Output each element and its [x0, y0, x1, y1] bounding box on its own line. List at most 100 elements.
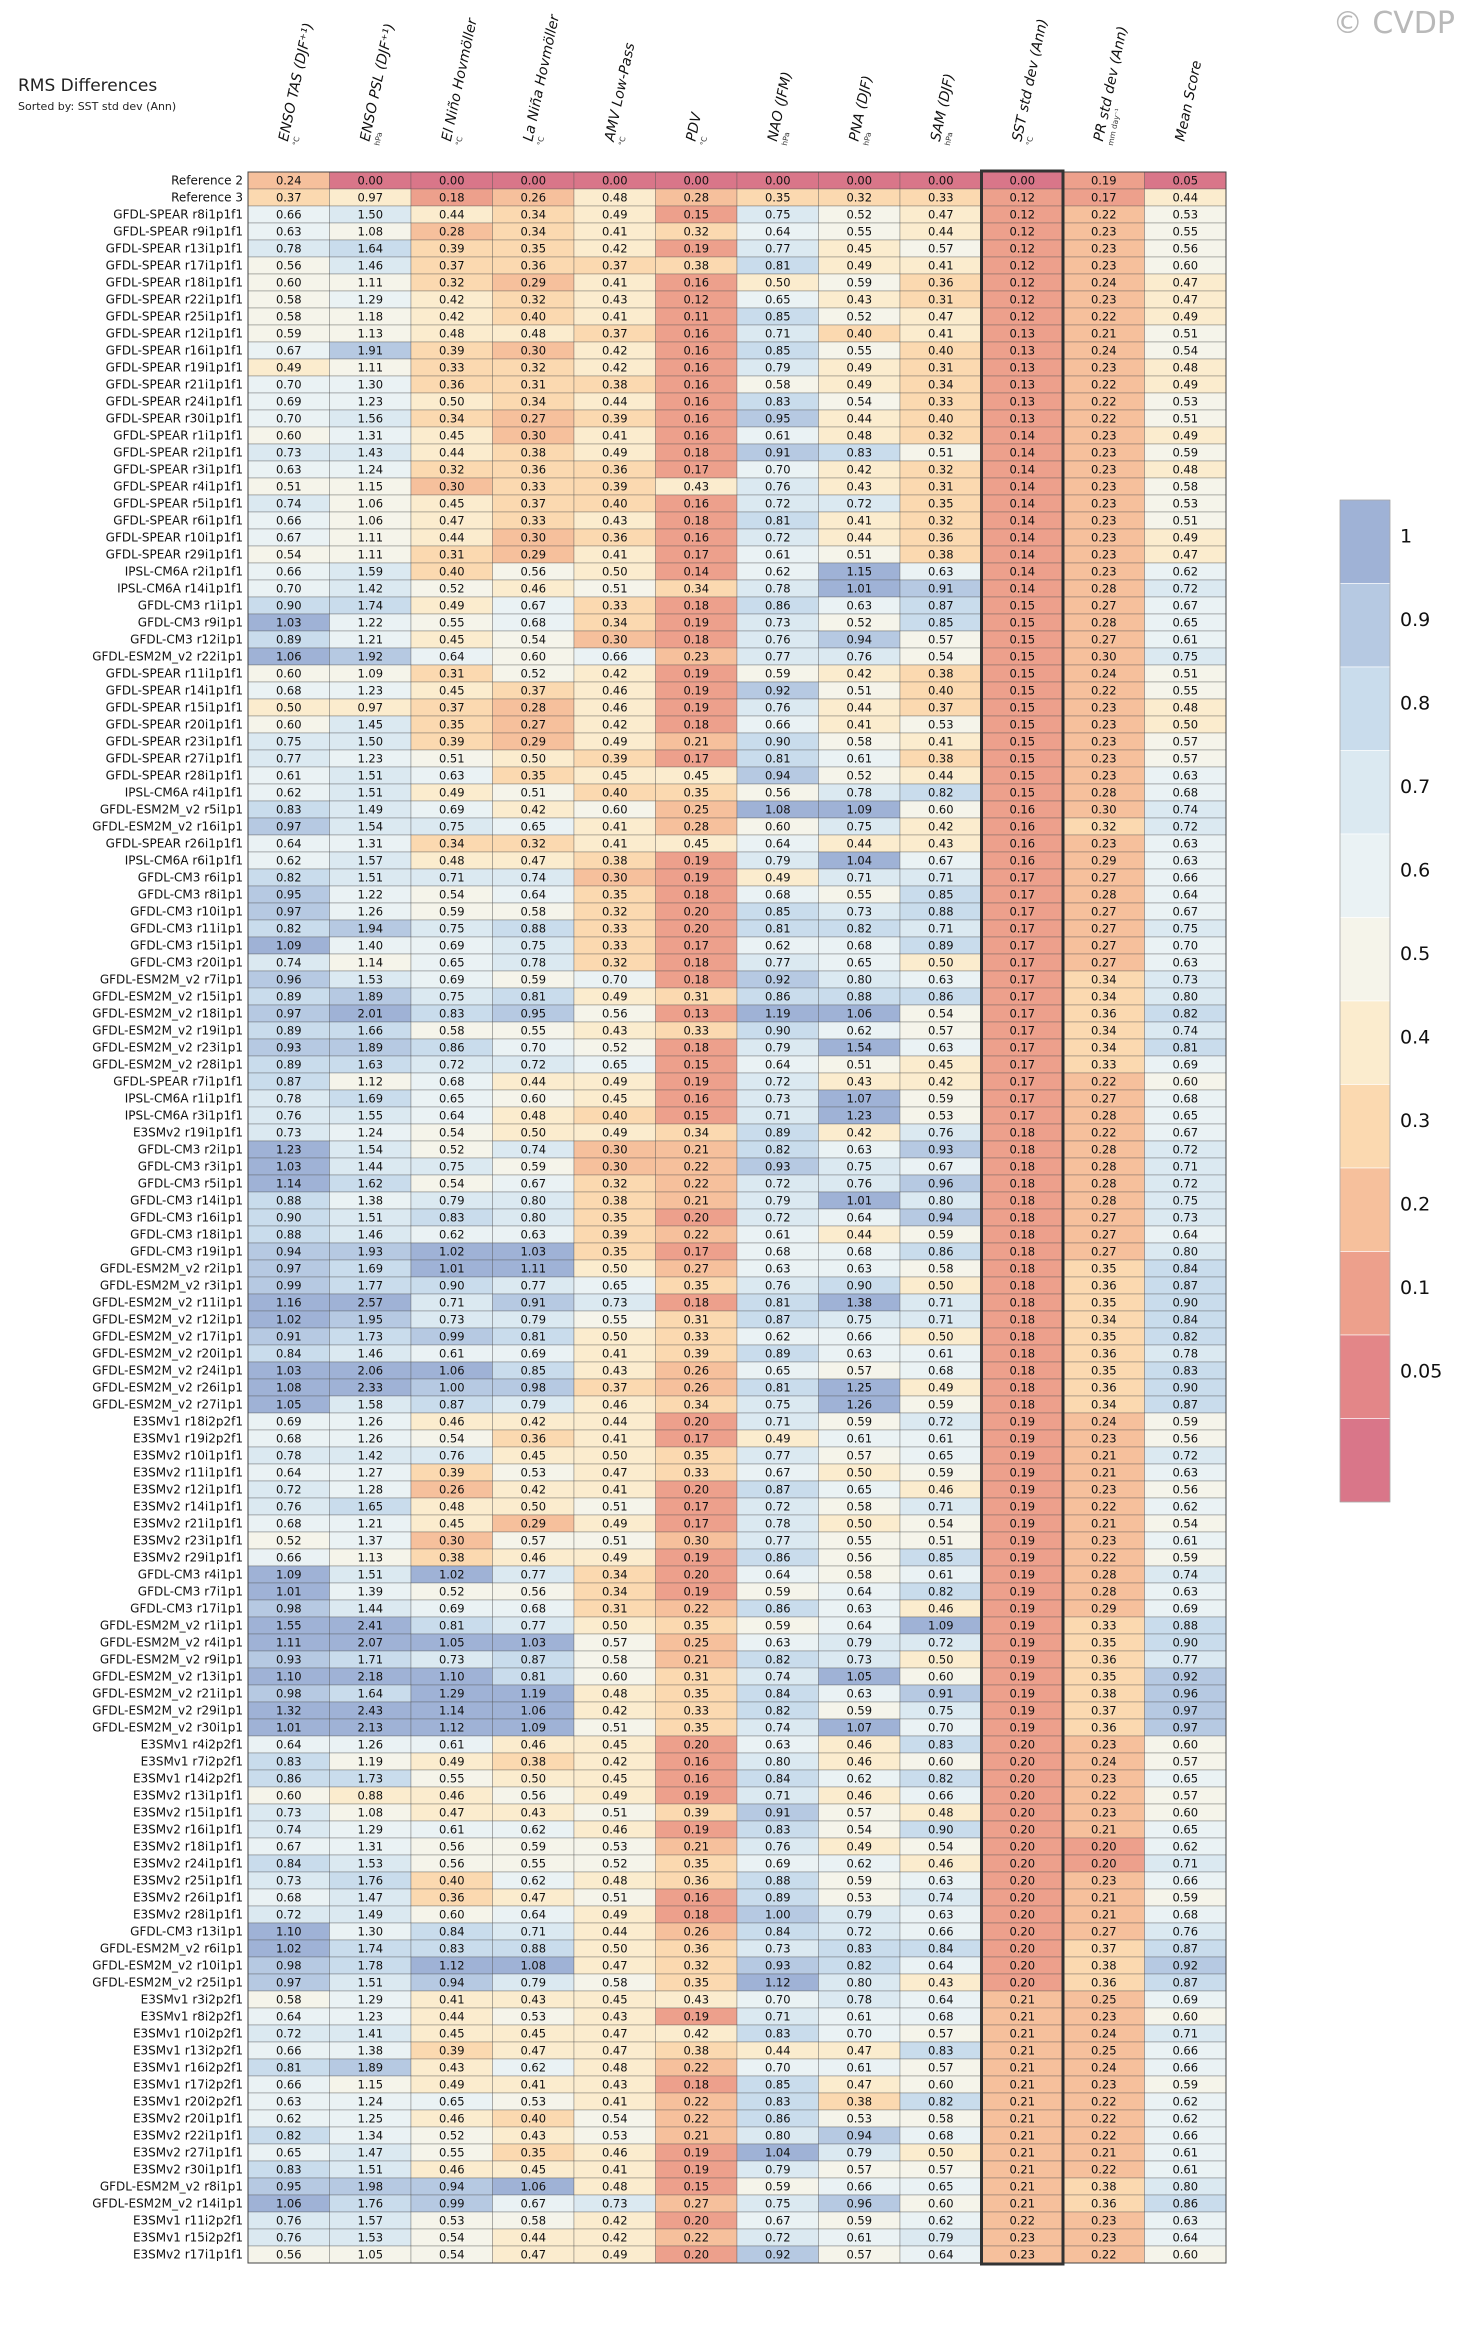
cell-value-label: 0.34: [520, 395, 546, 409]
cell-value-label: 0.97: [357, 191, 383, 205]
cell-value-label: 0.57: [846, 2163, 872, 2177]
cell-value-label: 0.54: [602, 2112, 628, 2126]
cell-value-label: 0.64: [928, 1993, 954, 2007]
cell-value-label: 1.44: [357, 1160, 383, 1174]
row-label: GFDL-CM3 r13i1p1: [130, 1925, 243, 1939]
cell-value-label: 0.52: [520, 667, 546, 681]
cell-value-label: 0.85: [928, 616, 954, 630]
cell-value-label: 0.22: [683, 2112, 709, 2126]
cell-value-label: 1.64: [357, 242, 383, 256]
cell-value-label: 0.63: [1172, 1585, 1198, 1599]
cell-value-label: 0.25: [683, 1636, 709, 1650]
cell-value-label: 0.36: [928, 531, 954, 545]
row-label: GFDL-SPEAR r23i1p1f1: [106, 735, 243, 749]
cell-value-label: 0.19: [683, 1075, 709, 1089]
cell-value-label: 0.75: [1172, 1194, 1198, 1208]
cell-value-label: 0.21: [1009, 2095, 1035, 2109]
row-label: E3SMv1 r3i2p2f1: [141, 1993, 243, 2007]
cell-value-label: 0.71: [846, 871, 872, 885]
cell-value-label: 0.19: [683, 667, 709, 681]
cell-value-label: 1.04: [765, 2146, 791, 2160]
cell-value-label: 0.86: [765, 990, 791, 1004]
cell-value-label: 0.76: [765, 1840, 791, 1854]
cell-value-label: 0.83: [276, 1755, 302, 1769]
cell-value-label: 0.47: [846, 2044, 872, 2058]
cell-value-label: 0.87: [276, 1075, 302, 1089]
cell-value-label: 0.41: [602, 2163, 628, 2177]
column-header: SST std dev (Ann): [1010, 17, 1052, 142]
cell-value-label: 0.16: [683, 497, 709, 511]
cell-value-label: 1.39: [357, 1585, 383, 1599]
cell-value-label: 0.45: [520, 2163, 546, 2177]
cell-value-label: 0.72: [846, 1925, 872, 1939]
cell-value-label: 0.63: [276, 225, 302, 239]
cell-value-label: 0.12: [1009, 310, 1035, 324]
cell-value-label: 0.96: [846, 2197, 872, 2211]
cell-value-label: 0.21: [1009, 2146, 1035, 2160]
cell-value-label: 0.16: [683, 344, 709, 358]
cell-value-label: 0.27: [1091, 1211, 1117, 1225]
cell-value-label: 0.62: [846, 1024, 872, 1038]
cell-value-label: 0.55: [846, 344, 872, 358]
cell-value-label: 0.42: [846, 1126, 872, 1140]
cell-value-label: 1.42: [357, 1449, 383, 1463]
cell-value-label: 0.20: [1009, 1772, 1035, 1786]
cell-value-label: 0.30: [520, 531, 546, 545]
cell-value-label: 0.61: [439, 1738, 465, 1752]
cell-value-label: 0.66: [276, 565, 302, 579]
cell-value-label: 0.49: [439, 1755, 465, 1769]
cell-value-label: 1.89: [357, 2061, 383, 2075]
cell-value-label: 0.49: [846, 378, 872, 392]
cell-value-label: 1.28: [357, 1483, 383, 1497]
cell-value-label: 0.19: [1009, 1432, 1035, 1446]
cell-value-label: 0.82: [928, 786, 954, 800]
cell-value-label: 0.17: [1009, 1109, 1035, 1123]
cell-value-label: 0.18: [1009, 1143, 1035, 1157]
cell-value-label: 0.56: [520, 565, 546, 579]
cell-value-label: 0.28: [1091, 1177, 1117, 1191]
cell-value-label: 0.21: [1009, 2061, 1035, 2075]
cell-value-label: 0.71: [928, 1313, 954, 1327]
cell-value-label: 0.61: [846, 2061, 872, 2075]
cell-value-label: 0.15: [1009, 786, 1035, 800]
cell-value-label: 0.12: [1009, 293, 1035, 307]
cell-value-label: 0.84: [1172, 1313, 1198, 1327]
cell-value-label: 0.00: [439, 174, 465, 188]
cell-value-label: 0.93: [765, 1160, 791, 1174]
cell-value-label: 0.44: [928, 769, 954, 783]
cell-value-label: 0.20: [683, 1415, 709, 1429]
colorbar-tick-label: 0.2: [1400, 1194, 1430, 1216]
cell-value-label: 0.23: [1091, 2231, 1117, 2245]
cell-value-label: 0.59: [765, 667, 791, 681]
cell-value-label: 0.65: [1172, 1109, 1198, 1123]
cell-value-label: 0.30: [520, 429, 546, 443]
row-label: E3SMv2 r14i1p1f1: [133, 1500, 243, 1514]
cell-value-label: 0.49: [602, 735, 628, 749]
row-label: E3SMv2 r21i1p1f1: [133, 1517, 243, 1531]
cell-value-label: 0.69: [439, 1602, 465, 1616]
cell-value-label: 0.84: [276, 1857, 302, 1871]
cell-value-label: 0.67: [276, 1840, 302, 1854]
cell-value-label: 0.31: [683, 1313, 709, 1327]
cell-value-label: 0.90: [276, 1211, 302, 1225]
cell-value-label: 1.26: [357, 905, 383, 919]
cell-value-label: 0.27: [1091, 599, 1117, 613]
cell-value-label: 0.56: [439, 1857, 465, 1871]
cell-value-label: 1.05: [846, 1670, 872, 1684]
cell-value-label: 0.20: [683, 1211, 709, 1225]
row-label: GFDL-ESM2M_v2 r30i1p1: [92, 1721, 243, 1735]
cell-value-label: 0.80: [1172, 2180, 1198, 2194]
cell-value-label: 0.46: [602, 2146, 628, 2160]
cell-value-label: 0.23: [1091, 1738, 1117, 1752]
cell-value-label: 0.59: [846, 276, 872, 290]
cell-value-label: 0.20: [683, 922, 709, 936]
cell-value-label: 0.59: [928, 1228, 954, 1242]
cell-value-label: 0.72: [520, 1058, 546, 1072]
cell-value-label: 0.33: [602, 599, 628, 613]
cell-value-label: 0.99: [439, 1330, 465, 1344]
cell-value-label: 0.96: [928, 1177, 954, 1191]
cell-value-label: 0.19: [683, 701, 709, 715]
cell-value-label: 0.82: [765, 1704, 791, 1718]
cell-value-label: 0.72: [765, 1177, 791, 1191]
cell-value-label: 0.54: [928, 650, 954, 664]
